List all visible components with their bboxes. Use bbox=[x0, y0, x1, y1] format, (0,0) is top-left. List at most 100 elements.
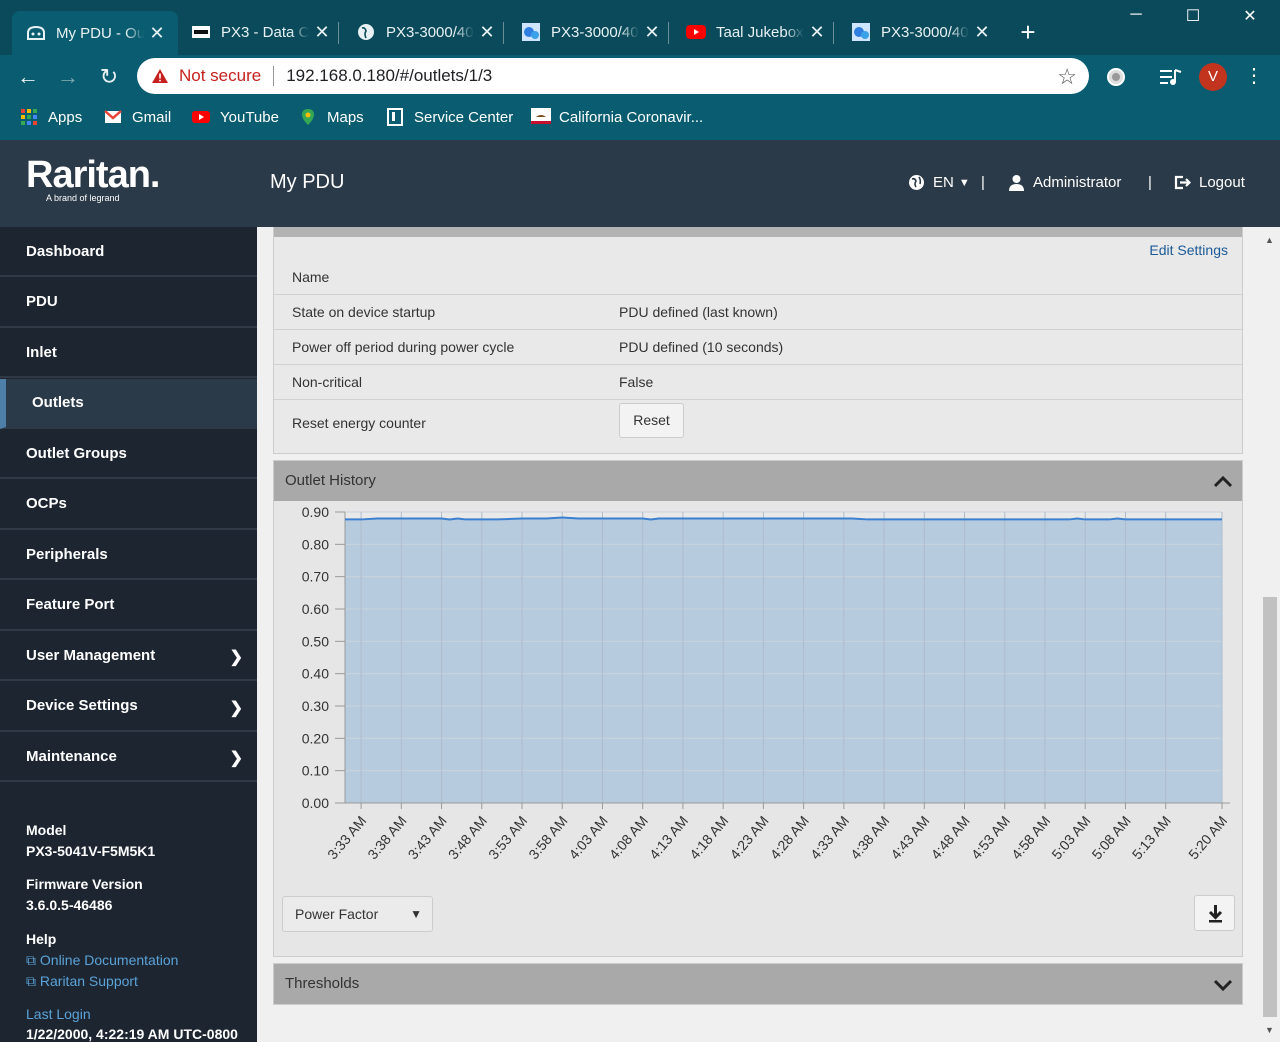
sidebar-item-maintenance[interactable]: Maintenance ❯ bbox=[0, 732, 257, 782]
settings-value: PDU defined (10 seconds) bbox=[619, 339, 784, 355]
sidebar-item-device-settings[interactable]: Device Settings ❯ bbox=[0, 682, 257, 732]
browser-tab[interactable]: PX3 - Data Center ✕ bbox=[177, 12, 337, 52]
maps-icon bbox=[299, 108, 317, 126]
tab-active[interactable]: My PDU - Outlets ✕ bbox=[12, 11, 178, 55]
user-menu[interactable]: Administrator bbox=[1008, 174, 1121, 191]
metric-select-value: Power Factor bbox=[295, 906, 379, 922]
reload-icon[interactable]: ↻ bbox=[99, 64, 119, 89]
sidebar-item-feature-port[interactable]: Feature Port bbox=[0, 581, 257, 631]
firmware-label: Firmware Version bbox=[26, 876, 143, 892]
scrollbar-thumb[interactable] bbox=[1263, 597, 1277, 1017]
series-line bbox=[345, 516, 1222, 521]
settings-key: Power off period during power cycle bbox=[292, 339, 515, 355]
user-name: Administrator bbox=[1033, 174, 1122, 191]
page-scrollbar[interactable]: ▲ ▼ bbox=[1260, 227, 1280, 1042]
minimize-button[interactable]: ─ bbox=[1130, 6, 1142, 23]
tab-bar: My PDU - Outlets✕PX3 - Data Center✕ PX3-3… bbox=[0, 0, 1280, 55]
sidebar-item-pdu[interactable]: PDU bbox=[0, 278, 257, 328]
y-tick-label: 0.40 bbox=[302, 666, 329, 682]
close-tab-icon[interactable]: ✕ bbox=[644, 21, 660, 42]
y-tick-label: 0.20 bbox=[302, 730, 329, 746]
back-icon[interactable]: ← bbox=[17, 64, 39, 89]
browser-tab[interactable]: Taal Jukebox ✕ bbox=[672, 12, 832, 52]
reset-energy-button[interactable]: Reset bbox=[619, 403, 684, 438]
sidebar-item-label: Dashboard bbox=[26, 242, 105, 260]
menu-dots-icon[interactable]: ⋮ bbox=[1244, 65, 1264, 87]
close-tab-icon[interactable]: ✕ bbox=[974, 21, 990, 42]
sidebar-item-outlets[interactable]: Outlets bbox=[0, 378, 257, 429]
bookmark-item[interactable]: YouTube bbox=[192, 105, 279, 129]
not-secure-label[interactable]: Not secure bbox=[179, 66, 262, 85]
sidebar-item-ocps[interactable]: OCPs bbox=[0, 480, 257, 530]
outlet-history-chart: 0.00 0.10 0.20 0.30 0.40 0.50 0.60 0.70 0.80 0.90… bbox=[302, 504, 1231, 863]
close-window-button[interactable]: ✕ bbox=[1243, 8, 1257, 25]
forward-icon[interactable]: → bbox=[57, 64, 79, 89]
raritan-support-link[interactable]: ⧉ Raritan Support bbox=[26, 973, 138, 990]
caret-down-icon: ▼ bbox=[410, 907, 422, 921]
extension-icon[interactable] bbox=[1106, 67, 1126, 87]
outlet-history-header[interactable]: Outlet History bbox=[274, 461, 1242, 501]
bookmark-item[interactable]: California Coronavir... bbox=[531, 105, 703, 129]
user-icon bbox=[1009, 175, 1024, 191]
sidebar-item-outlet-groups[interactable]: Outlet Groups bbox=[0, 429, 257, 479]
close-tab-icon[interactable]: ✕ bbox=[149, 22, 165, 43]
url-text[interactable]: 192.168.0.180/#/outlets/1/3 bbox=[286, 66, 493, 85]
metric-select[interactable]: Power Factor ▼ bbox=[282, 896, 433, 932]
browser-tab[interactable]: PX3-3000/40 ✕ bbox=[837, 12, 997, 52]
online-documentation-link[interactable]: ⧉ Online Documentation bbox=[26, 952, 178, 969]
tab-title: PX3-3000/40 bbox=[386, 23, 474, 41]
new-tab-button[interactable]: + bbox=[1020, 17, 1036, 47]
settings-key: Non-critical bbox=[292, 374, 363, 390]
y-tick-label: 0.00 bbox=[302, 795, 329, 811]
external-link-icon: ⧉ bbox=[26, 973, 36, 989]
edit-settings-link[interactable]: Edit Settings bbox=[1149, 242, 1228, 258]
scroll-up-icon[interactable]: ▲ bbox=[1265, 235, 1274, 245]
sidebar-item-user-management[interactable]: User Management ❯ bbox=[0, 631, 257, 681]
x-tick-label: 3:43 AM bbox=[405, 813, 450, 863]
sidebar-item-label: Maintenance bbox=[26, 747, 117, 765]
sidebar-item-dashboard[interactable]: Dashboard bbox=[0, 227, 257, 277]
sidebar-item-label: Inlet bbox=[26, 343, 57, 361]
pdu-device-icon bbox=[191, 23, 211, 41]
scroll-down-icon[interactable]: ▼ bbox=[1265, 1025, 1274, 1035]
profile-avatar[interactable]: V bbox=[1199, 63, 1227, 91]
service-center-icon bbox=[386, 108, 404, 126]
settings-row: State on device startup PDU defined (last… bbox=[274, 295, 1242, 330]
maximize-button[interactable]: ☐ bbox=[1185, 8, 1201, 25]
settings-value: False bbox=[619, 374, 654, 390]
raritan-logo[interactable]: Raritan. A brand of legrand bbox=[26, 154, 160, 203]
close-tab-icon[interactable]: ✕ bbox=[314, 21, 330, 42]
close-tab-icon[interactable]: ✕ bbox=[809, 21, 825, 42]
help-label: Help bbox=[26, 931, 57, 947]
thresholds-panel: Thresholds bbox=[273, 963, 1243, 1005]
settings-row: Reset energy counter Reset bbox=[274, 400, 1242, 450]
online-documentation-label: Online Documentation bbox=[39, 952, 179, 968]
y-tick-label: 0.90 bbox=[302, 504, 329, 520]
bookmark-item[interactable]: Apps bbox=[20, 105, 82, 129]
bookmark-star-icon[interactable]: ☆ bbox=[1057, 64, 1077, 89]
pdu-web-page: Raritan. A brand of legrand My PDU EN ▼ … bbox=[0, 140, 1280, 1042]
bookmark-item[interactable]: Maps bbox=[299, 105, 364, 129]
language-selector[interactable]: EN ▼ bbox=[908, 174, 970, 191]
x-tick-label: 4:23 AM bbox=[726, 813, 771, 863]
browser-tab[interactable]: PX3-3000/40 ✕ bbox=[507, 12, 667, 52]
download-button[interactable] bbox=[1194, 895, 1235, 931]
media-control-icon[interactable] bbox=[1160, 68, 1182, 86]
apps-icon bbox=[20, 108, 38, 126]
chevron-down-icon[interactable] bbox=[1212, 964, 1234, 1004]
chevron-up-icon[interactable] bbox=[1212, 461, 1234, 501]
firmware-value: 3.6.0.5-46486 bbox=[26, 897, 113, 913]
browser-tab[interactable]: PX3-3000/40 ✕ bbox=[342, 12, 502, 52]
close-tab-icon[interactable]: ✕ bbox=[479, 21, 495, 42]
globe-icon bbox=[356, 23, 376, 41]
bookmark-item[interactable]: Service Center bbox=[386, 105, 513, 129]
address-bar[interactable]: Not secure 192.168.0.180/#/outlets/1/3 ☆ bbox=[137, 58, 1089, 94]
x-tick-label: 3:53 AM bbox=[485, 813, 530, 863]
sidebar-item-inlet[interactable]: Inlet bbox=[0, 328, 257, 378]
thresholds-header[interactable]: Thresholds bbox=[274, 964, 1242, 1004]
bookmark-item[interactable]: Gmail bbox=[104, 105, 171, 129]
logout-button[interactable]: Logout bbox=[1173, 174, 1245, 191]
bookmark-label: YouTube bbox=[220, 108, 279, 126]
y-tick-label: 0.70 bbox=[302, 569, 329, 585]
sidebar-item-peripherals[interactable]: Peripherals bbox=[0, 530, 257, 580]
